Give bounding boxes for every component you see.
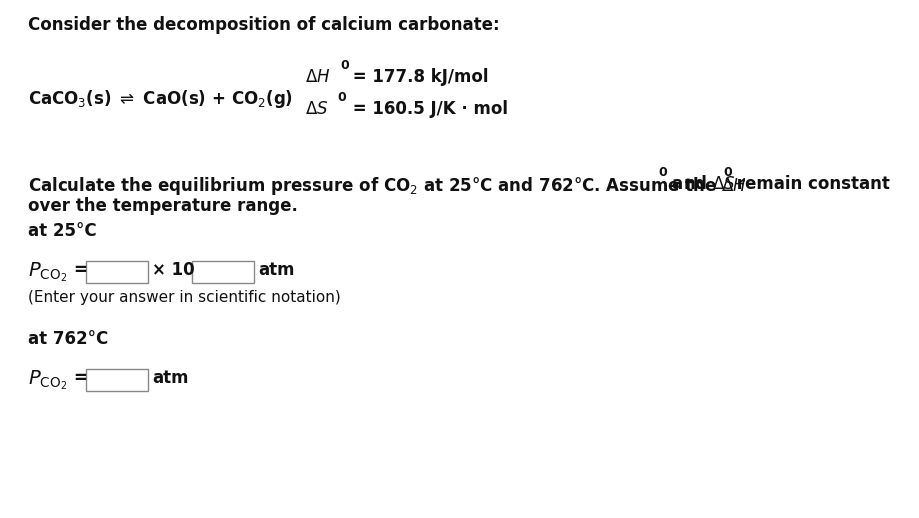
FancyBboxPatch shape <box>85 369 148 391</box>
Text: × 10: × 10 <box>152 261 195 279</box>
Text: = 160.5 J/K · mol: = 160.5 J/K · mol <box>346 100 507 118</box>
FancyBboxPatch shape <box>192 261 254 283</box>
Text: =: = <box>73 369 86 387</box>
Text: and $\Delta S$: and $\Delta S$ <box>665 175 735 193</box>
Text: remain constant: remain constant <box>731 175 889 193</box>
Text: Consider the decomposition of calcium carbonate:: Consider the decomposition of calcium ca… <box>28 16 499 34</box>
Text: atm: atm <box>257 261 294 279</box>
Text: 0: 0 <box>340 59 348 72</box>
Text: 0: 0 <box>336 91 346 104</box>
Text: (Enter your answer in scientific notation): (Enter your answer in scientific notatio… <box>28 290 340 305</box>
Text: CaCO$_3$(s) $\rightleftharpoons$ CaO(s) + CO$_2$(g): CaCO$_3$(s) $\rightleftharpoons$ CaO(s) … <box>28 88 293 110</box>
FancyBboxPatch shape <box>85 261 148 283</box>
Text: =: = <box>73 261 86 279</box>
Text: $P_{\mathrm{CO_2}}$: $P_{\mathrm{CO_2}}$ <box>28 368 67 392</box>
Text: at 25°C: at 25°C <box>28 222 96 240</box>
Text: = 177.8 kJ/mol: = 177.8 kJ/mol <box>346 68 488 86</box>
Text: over the temperature range.: over the temperature range. <box>28 197 298 215</box>
Text: $\Delta S$: $\Delta S$ <box>305 100 328 118</box>
Text: $\Delta H$: $\Delta H$ <box>305 68 330 86</box>
Text: 0: 0 <box>657 166 666 179</box>
Text: atm: atm <box>152 369 188 387</box>
Text: at 762°C: at 762°C <box>28 330 108 348</box>
Text: Calculate the equilibrium pressure of CO$_2$ at 25°C and 762°C. Assume the $\Del: Calculate the equilibrium pressure of CO… <box>28 175 746 197</box>
Text: $P_{\mathrm{CO_2}}$: $P_{\mathrm{CO_2}}$ <box>28 260 67 284</box>
Text: 0: 0 <box>722 166 731 179</box>
